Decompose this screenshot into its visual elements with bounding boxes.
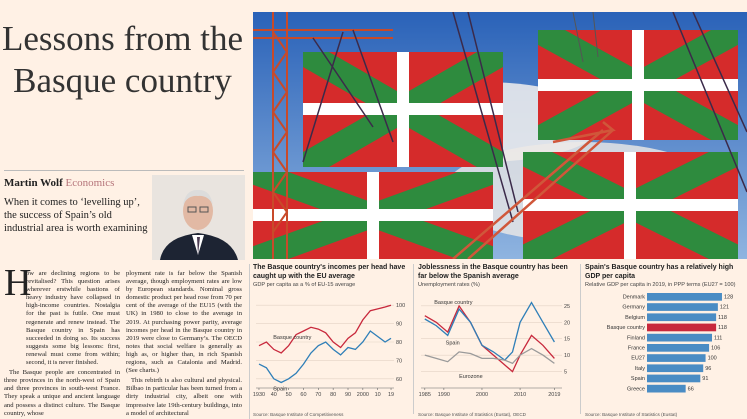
value-label: 100 <box>708 356 717 362</box>
y-tick-label: 25 <box>564 304 570 310</box>
value-label: 66 <box>688 386 694 392</box>
divider <box>580 264 581 414</box>
x-tick-label: 2010 <box>514 392 526 398</box>
chart: The Basque country's incomes per head ha… <box>253 264 410 419</box>
author: Martin Wolf <box>4 177 63 189</box>
chart-title: The Basque country's incomes per head ha… <box>253 264 406 280</box>
value-label: 96 <box>705 366 711 372</box>
headline: Lessons from the Basque country <box>1 19 244 100</box>
category-label: Germany <box>622 305 645 311</box>
chart-title: Joblessness in the Basque country has be… <box>418 264 568 280</box>
category-label: Greece <box>627 386 645 392</box>
section: Economics <box>65 177 115 189</box>
y-tick-label: 5 <box>564 370 567 376</box>
x-tick-label: 10 <box>375 392 381 398</box>
paragraph: ow are declining regions to be revitalis… <box>26 270 120 367</box>
byline: Martin Wolf Economics <box>4 177 114 189</box>
series-label: Basque country <box>434 300 472 306</box>
y-tick-label: 15 <box>564 337 570 343</box>
x-tick-label: 60 <box>300 392 306 398</box>
x-tick-label: 2019 <box>548 392 560 398</box>
bar <box>647 384 686 393</box>
series-label: Spain <box>446 340 460 346</box>
value-label: 128 <box>724 295 733 301</box>
category-label: Italy <box>635 366 645 372</box>
value-label: 118 <box>718 315 727 321</box>
y-tick-label: 10 <box>564 353 570 359</box>
divider <box>413 264 414 414</box>
y-tick-label: 90 <box>396 322 402 328</box>
category-label: Spain <box>631 376 645 382</box>
x-tick-label: 40 <box>271 392 277 398</box>
category-label: France <box>628 346 645 352</box>
x-tick-label: 50 <box>286 392 292 398</box>
y-tick-label: 60 <box>396 377 402 383</box>
category-label: Belgium <box>625 315 645 321</box>
bar <box>647 293 722 301</box>
rule <box>4 170 244 171</box>
y-tick-label: 20 <box>564 320 570 326</box>
drop-cap: H <box>4 262 32 304</box>
paragraph: This rebirth is also cultural and physic… <box>126 377 242 417</box>
category-label: Denmark <box>623 295 646 301</box>
paragraph: ployment rate is far below the Spanish a… <box>126 270 242 375</box>
bar <box>647 303 718 311</box>
value-label: 106 <box>711 346 720 352</box>
x-tick-label: 19 <box>388 392 394 398</box>
chart-source: Source: Basque Institute of Competitiven… <box>253 412 344 417</box>
author-photo <box>152 175 245 260</box>
y-tick-label: 100 <box>396 303 405 309</box>
chart-source: Source: Basque Institute of Statistics (… <box>585 412 678 417</box>
y-tick-label: 80 <box>396 340 402 346</box>
y-tick-label: 70 <box>396 358 402 364</box>
bar <box>647 374 701 383</box>
value-label: 111 <box>714 335 722 341</box>
chart-subtitle: Unemployment rates (%) <box>418 282 480 288</box>
x-tick-label: 1930 <box>253 392 265 398</box>
value-label: 91 <box>702 376 708 382</box>
series-line <box>258 304 392 354</box>
chart: Joblessness in the Basque country has be… <box>418 264 578 419</box>
x-tick-label: 2000 <box>357 392 369 398</box>
illustration <box>253 12 747 259</box>
value-label: 121 <box>720 305 729 311</box>
x-tick-label: 2000 <box>476 392 488 398</box>
x-tick-label: 80 <box>330 392 336 398</box>
bar <box>647 344 710 352</box>
paragraph: The Basque people are concentrated in th… <box>4 369 120 417</box>
series-line <box>424 304 555 373</box>
series-line <box>258 330 392 384</box>
plot: Denmark 128 Germany 121 Belgium 118 Basque cou… <box>607 293 733 393</box>
plot: 5 10 15 20 25 1985 1990 2000 2010 2019 Basque coun… <box>419 300 570 398</box>
category-label: EU27 <box>631 356 645 362</box>
divider <box>249 264 250 419</box>
value-label: 118 <box>718 325 727 331</box>
series-line <box>424 301 555 361</box>
chart-source: Source: Basque Institute of Statistics (… <box>418 412 526 417</box>
bar <box>647 323 717 332</box>
bar <box>647 333 713 342</box>
x-tick-label: 1985 <box>419 392 431 398</box>
plot: 60 70 80 90 100 1930 40 50 60 70 80 90 2000 10 19 Basqu… <box>253 303 405 398</box>
bar <box>647 364 704 373</box>
series-label: Spain <box>273 386 287 392</box>
chart-subtitle: GDP per capita as a % of EU-15 average <box>253 282 356 288</box>
x-tick-label: 1990 <box>438 392 450 398</box>
series-label: Eurozone <box>459 374 483 380</box>
category-label: Finland <box>627 335 645 341</box>
body-column: ployment rate is far below the Spanish a… <box>126 270 242 419</box>
bar <box>647 354 706 362</box>
x-tick-label: 90 <box>345 392 351 398</box>
chart: Spain's Basque country has a relatively … <box>585 264 745 419</box>
chart-subtitle: Relative GDP per capita in 2019, in PPP … <box>585 282 736 288</box>
x-tick-label: 70 <box>315 392 321 398</box>
deck: When it comes to ‘levelling up’, the suc… <box>4 197 148 234</box>
chart-title: Spain's Basque country has a relatively … <box>585 264 734 280</box>
series-label: Basque country <box>273 335 311 341</box>
series-line <box>424 347 555 365</box>
body-column: ow are declining regions to be revitalis… <box>4 270 120 419</box>
bar <box>647 313 717 322</box>
category-label: Basque country <box>607 325 645 331</box>
